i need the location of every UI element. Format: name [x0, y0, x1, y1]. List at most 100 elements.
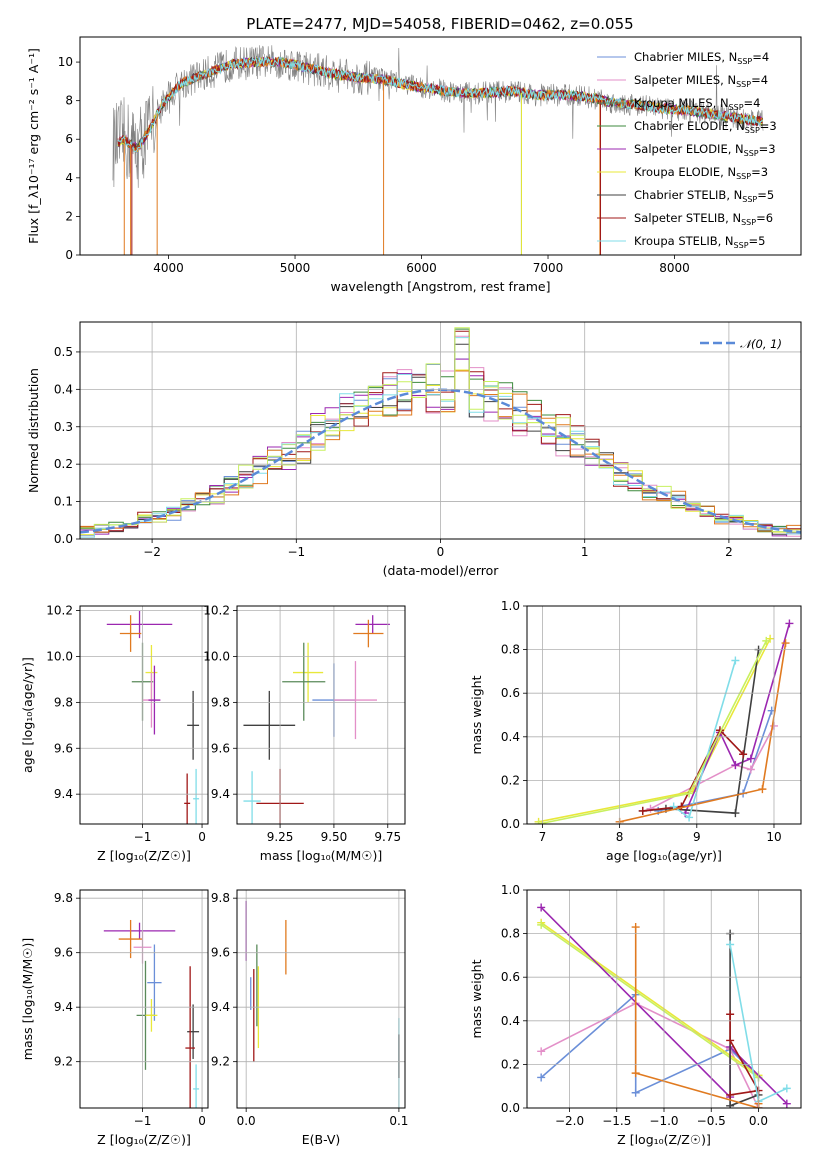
legend-label: Chabrier MILES, NSSP=4 — [634, 50, 769, 66]
x-tick-label: 2 — [725, 545, 733, 559]
x-tick-label: −2.0 — [555, 1114, 584, 1128]
x-tick-label: 8000 — [659, 261, 690, 275]
axes-frame — [236, 605, 406, 825]
x-axis-label: E(B-V) — [302, 1132, 341, 1147]
y-tick-label: 0.0 — [501, 817, 520, 831]
ticks: −2.0 −1.5 −1.0 −0.5 0.0 0.0 0.2 0.4 0.6 0.8 1.0 — [501, 883, 768, 1128]
x-axis-label: Z [log₁₀(Z/Z☉)] — [97, 1132, 191, 1147]
y-tick-label: 0.3 — [54, 420, 73, 434]
series-marker — [731, 761, 740, 770]
series-marker — [762, 636, 771, 645]
y-tick-label: 9.4 — [211, 787, 230, 801]
y-tick-label: 1.0 — [501, 883, 520, 897]
y-tick-label: 0.2 — [54, 457, 73, 471]
y-tick-label: 9.4 — [54, 1000, 73, 1014]
x-tick-label: 8 — [616, 830, 624, 844]
axes-frame — [79, 36, 802, 256]
series-line — [729, 1014, 760, 1096]
y-tick-label: 0.2 — [501, 1057, 520, 1071]
x-tick-label: 7 — [539, 830, 547, 844]
y-tick-label: 9.4 — [54, 787, 73, 801]
y-axis-label: mass weight — [469, 959, 484, 1038]
x-tick-label: 0.0 — [749, 1114, 768, 1128]
series-marker — [758, 785, 767, 794]
ticks: −2 −1 0 1 2 0.0 0.1 0.2 0.3 0.4 0.5 — [54, 345, 733, 559]
y-tick-label: 6 — [65, 132, 73, 146]
legend: Chabrier MILES, NSSP=4 Salpeter MILES, NS… — [597, 50, 777, 250]
legend-label: Salpeter MILES, NSSP=4 — [634, 73, 768, 89]
legend-label: Chabrier STELIB, NSSP=5 — [634, 188, 774, 204]
y-tick-label: 9.4 — [211, 1000, 230, 1014]
x-tick-label: −0.5 — [697, 1114, 726, 1128]
ticks: 9.25 9.50 9.75 9.4 9.6 9.8 10.0 10.2 — [203, 604, 401, 844]
ticks: 7 8 9 10 0.0 0.2 0.4 0.6 0.8 1.0 — [501, 599, 782, 844]
y-tick-label: 10.2 — [46, 604, 73, 618]
x-axis-label: mass [log₁₀(M/M☉)] — [260, 848, 382, 863]
y-tick-label: 0.4 — [501, 1014, 520, 1028]
series-line — [540, 1002, 760, 1108]
y-tick-label: 9.2 — [211, 1055, 230, 1069]
x-tick-label: 0 — [198, 830, 206, 844]
series-marker — [726, 1101, 735, 1108]
series-marker — [785, 619, 794, 628]
series-marker — [726, 1036, 735, 1045]
plot-area — [534, 619, 794, 824]
x-tick-label: −1 — [134, 1114, 152, 1128]
series-marker — [746, 754, 755, 763]
y-axis-label: Normed distribution — [26, 368, 41, 493]
y-tick-label: 9.6 — [211, 741, 230, 755]
series-marker — [739, 750, 748, 759]
axes-frame — [79, 889, 209, 1109]
y-tick-label: 0.8 — [501, 643, 520, 657]
x-tick-label: 6000 — [406, 261, 437, 275]
panel-age-vs-Z: −1 0 9.4 9.6 9.8 10.0 10.2 Z [log₁₀(Z/Z☉)] age [… — [20, 604, 209, 863]
legend-label: Chabrier ELODIE, NSSP=3 — [634, 119, 777, 135]
ticks: 0.0 0.1 9.2 9.4 9.6 9.8 — [211, 891, 409, 1128]
figure-title: PLATE=2477, MJD=54058, FIBERID=0462, z=0… — [246, 15, 633, 33]
x-axis-label: wavelength [Angstrom, rest frame] — [330, 279, 550, 294]
x-tick-label: −1.0 — [649, 1114, 678, 1128]
y-axis-label: age [log₁₀(age/yr)] — [20, 657, 35, 773]
axes-frame — [526, 605, 802, 825]
series-marker — [782, 1099, 791, 1108]
series-marker — [646, 804, 655, 813]
y-tick-label: 9.8 — [211, 891, 230, 905]
panel-mass-vs-EBV: 0.0 0.1 9.2 9.4 9.6 9.8 E(B-V) — [211, 889, 409, 1147]
panel-residual-histogram: −2 −1 0 1 2 0.0 0.1 0.2 0.3 0.4 0.5 (data-model)/er… — [26, 321, 802, 578]
plot-area — [106, 610, 200, 824]
legend-label: 𝒩(0, 1) — [740, 337, 782, 351]
series-marker — [537, 1073, 546, 1082]
x-tick-label: 0.0 — [237, 1114, 256, 1128]
series-marker — [631, 1069, 640, 1078]
panel-age-vs-mass: 9.25 9.50 9.75 9.4 9.6 9.8 10.0 10.2 mass [log₁₀… — [203, 604, 406, 863]
series-marker — [534, 820, 543, 824]
series-marker — [537, 903, 546, 912]
y-tick-label: 0.4 — [54, 382, 73, 396]
axes-frame — [79, 321, 802, 540]
y-tick-label: 1.0 — [501, 599, 520, 613]
panel-mass-weight-vs-Z: −2.0 −1.5 −1.0 −0.5 0.0 0.0 0.2 0.4 0.6 0.8 1.0 Z [… — [469, 883, 802, 1147]
y-tick-label: 9.8 — [211, 695, 230, 709]
series-line — [634, 927, 760, 1108]
series-marker — [782, 1084, 791, 1093]
y-tick-label: 9.6 — [211, 946, 230, 960]
axes-frame — [236, 889, 406, 1109]
x-tick-label: 4000 — [153, 261, 184, 275]
y-tick-label: 0.0 — [54, 532, 73, 546]
plot-area — [243, 615, 390, 824]
x-tick-label: 1 — [581, 545, 589, 559]
y-tick-label: 0.6 — [501, 686, 520, 700]
x-tick-label: 9.75 — [374, 830, 401, 844]
y-tick-label: 10 — [58, 55, 73, 69]
x-axis-label: (data-model)/error — [383, 563, 500, 578]
x-tick-label: 10 — [766, 830, 781, 844]
x-axis-label: Z [log₁₀(Z/Z☉)] — [97, 848, 191, 863]
x-axis-label: age [log₁₀(age/yr)] — [606, 848, 722, 863]
legend-label: Kroupa ELODIE, NSSP=3 — [634, 165, 768, 181]
y-tick-label: 0.5 — [54, 345, 73, 359]
y-tick-label: 9.2 — [54, 1055, 73, 1069]
series-marker — [685, 813, 694, 822]
y-tick-label: 8 — [65, 94, 73, 108]
x-tick-label: 0.1 — [389, 1114, 408, 1128]
y-tick-label: 2 — [65, 209, 73, 223]
